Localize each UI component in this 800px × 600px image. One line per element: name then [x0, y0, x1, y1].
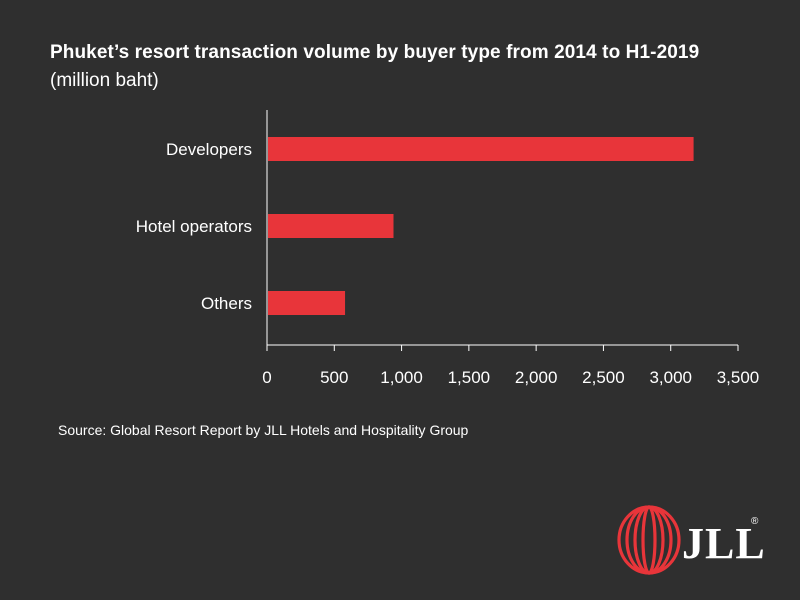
chart-bars	[268, 137, 694, 315]
jll-logo-text: JLL	[682, 519, 766, 568]
chart-title: Phuket’s resort transaction volume by bu…	[50, 42, 700, 63]
x-tick-label: 3,000	[649, 368, 692, 387]
x-tick-label: 0	[262, 368, 271, 387]
jll-logo-mark	[617, 505, 681, 575]
bar-hotel-operators	[268, 214, 394, 238]
category-label: Developers	[166, 140, 252, 159]
category-label: Hotel operators	[136, 217, 252, 236]
source-note: Source: Global Resort Report by JLL Hote…	[58, 422, 469, 438]
category-label: Others	[201, 294, 252, 313]
bar-developers	[268, 137, 694, 161]
x-tick-label: 1,500	[448, 368, 491, 387]
x-axis-ticks: 0 500 1,000 1,500 2,000 2,500 3,000 3,500	[262, 345, 759, 387]
x-tick-label: 3,500	[717, 368, 760, 387]
chart-subtitle: (million baht)	[50, 70, 159, 91]
registered-mark: ®	[751, 516, 759, 527]
bar-chart: Developers Hotel operators Others 0 500 1,00…	[136, 110, 759, 387]
chart-axes	[266, 110, 738, 346]
bar-others	[268, 291, 346, 315]
x-tick-label: 2,500	[582, 368, 625, 387]
x-tick-label: 1,000	[380, 368, 423, 387]
x-tick-label: 500	[320, 368, 348, 387]
x-tick-label: 2,000	[515, 368, 558, 387]
category-labels: Developers Hotel operators Others	[136, 140, 252, 313]
